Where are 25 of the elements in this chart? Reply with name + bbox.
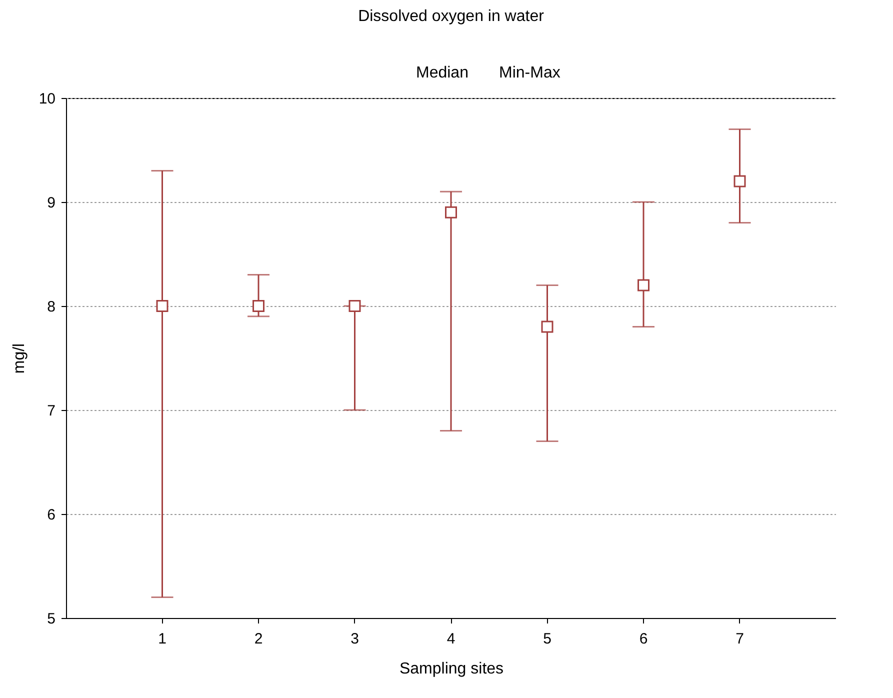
x-axis-title: Sampling sites <box>399 660 504 678</box>
point <box>348 300 361 312</box>
point <box>638 279 650 292</box>
y-tick-label: 7 <box>47 402 56 420</box>
point <box>734 175 746 188</box>
x-tick-label: 4 <box>446 630 456 648</box>
y-tick-label: 8 <box>47 298 56 316</box>
x-tick-label: 5 <box>543 630 552 648</box>
y-tick-label: 5 <box>47 610 56 628</box>
y-tick-label: 6 <box>47 506 56 524</box>
x-tick-label: 7 <box>736 630 744 648</box>
point <box>541 320 554 333</box>
x-tick-label: 2 <box>254 630 263 648</box>
point <box>252 300 264 312</box>
x-tick-label: 6 <box>639 630 648 648</box>
y-tick-label: 10 <box>38 90 56 108</box>
point <box>445 206 457 218</box>
y-axis-title: mg/l <box>10 343 28 374</box>
y-tick-label: 9 <box>47 194 56 212</box>
chart-title: Dissolved oxygen in water <box>358 8 545 25</box>
x-tick-label: 3 <box>350 630 359 648</box>
text: Min-Max <box>499 64 560 82</box>
x-tick-label: 1 <box>158 630 166 648</box>
point <box>156 300 168 312</box>
text: Median <box>416 64 468 82</box>
